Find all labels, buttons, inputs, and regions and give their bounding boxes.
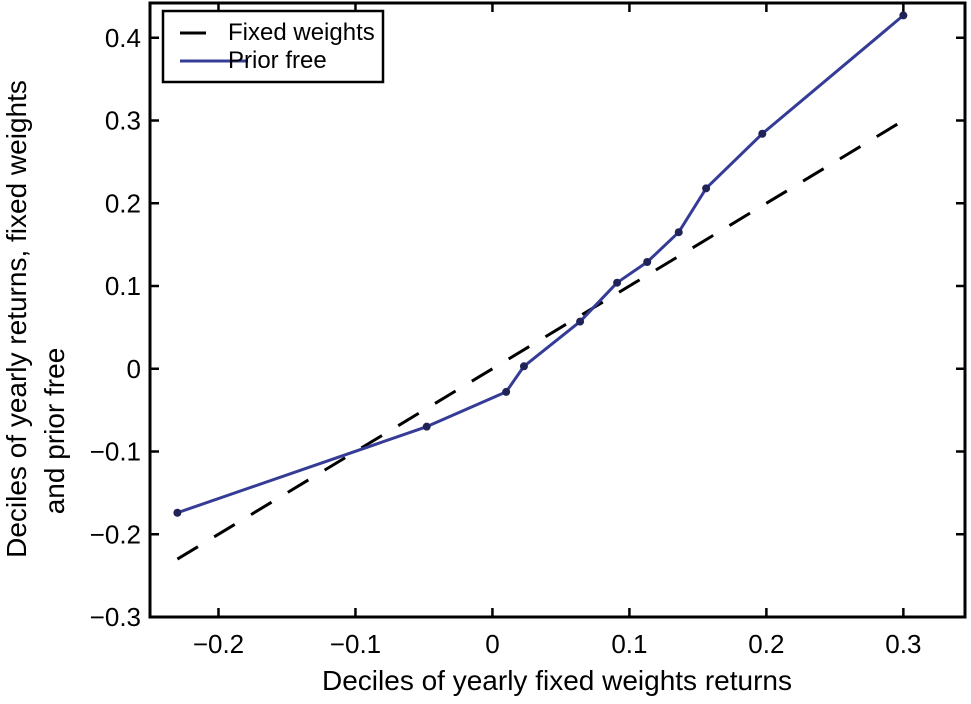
axes-box xyxy=(148,1,967,619)
y-tick-label: 0.4 xyxy=(105,23,141,53)
y-axis-label-line-2: and prior free xyxy=(39,347,70,515)
data-point-marker xyxy=(674,228,683,237)
data-point-marker xyxy=(576,317,585,326)
legend-label-fixed-weights: Fixed weights xyxy=(228,19,375,46)
x-tick-label: 0.2 xyxy=(748,629,784,659)
legend-label-prior-free: Prior free xyxy=(228,47,327,74)
data-point-marker xyxy=(899,11,908,20)
series-line-fixed-weights xyxy=(176,119,905,561)
y-axis-label-line-1: Deciles of yearly returns, fixed weights xyxy=(1,80,32,558)
data-point-marker xyxy=(643,258,652,267)
y-tick-label: −0.3 xyxy=(90,602,141,632)
series-line-prior-free xyxy=(176,14,905,515)
legend-box xyxy=(161,9,385,84)
x-tick-label: −0.1 xyxy=(330,629,381,659)
x-tick-label: −0.2 xyxy=(193,629,244,659)
data-point-marker xyxy=(173,508,182,517)
y-tick-label: 0.3 xyxy=(105,106,141,136)
data-point-marker xyxy=(502,387,511,396)
x-tick-label: 0 xyxy=(485,629,499,659)
data-point-marker xyxy=(758,129,767,138)
data-point-marker xyxy=(702,184,711,193)
data-point-marker xyxy=(422,422,431,431)
x-tick-label: 0.3 xyxy=(885,629,921,659)
y-tick-label: 0 xyxy=(127,354,141,384)
y-tick-label: 0.2 xyxy=(105,188,141,218)
data-point-marker xyxy=(613,278,622,287)
data-point-marker xyxy=(519,362,528,371)
y-tick-label: 0.1 xyxy=(105,271,141,301)
y-tick-label: −0.1 xyxy=(90,437,141,467)
y-tick-label: −0.2 xyxy=(90,519,141,549)
x-tick-label: 0.1 xyxy=(611,629,647,659)
x-axis-label: Deciles of yearly fixed weights returns xyxy=(322,665,792,696)
